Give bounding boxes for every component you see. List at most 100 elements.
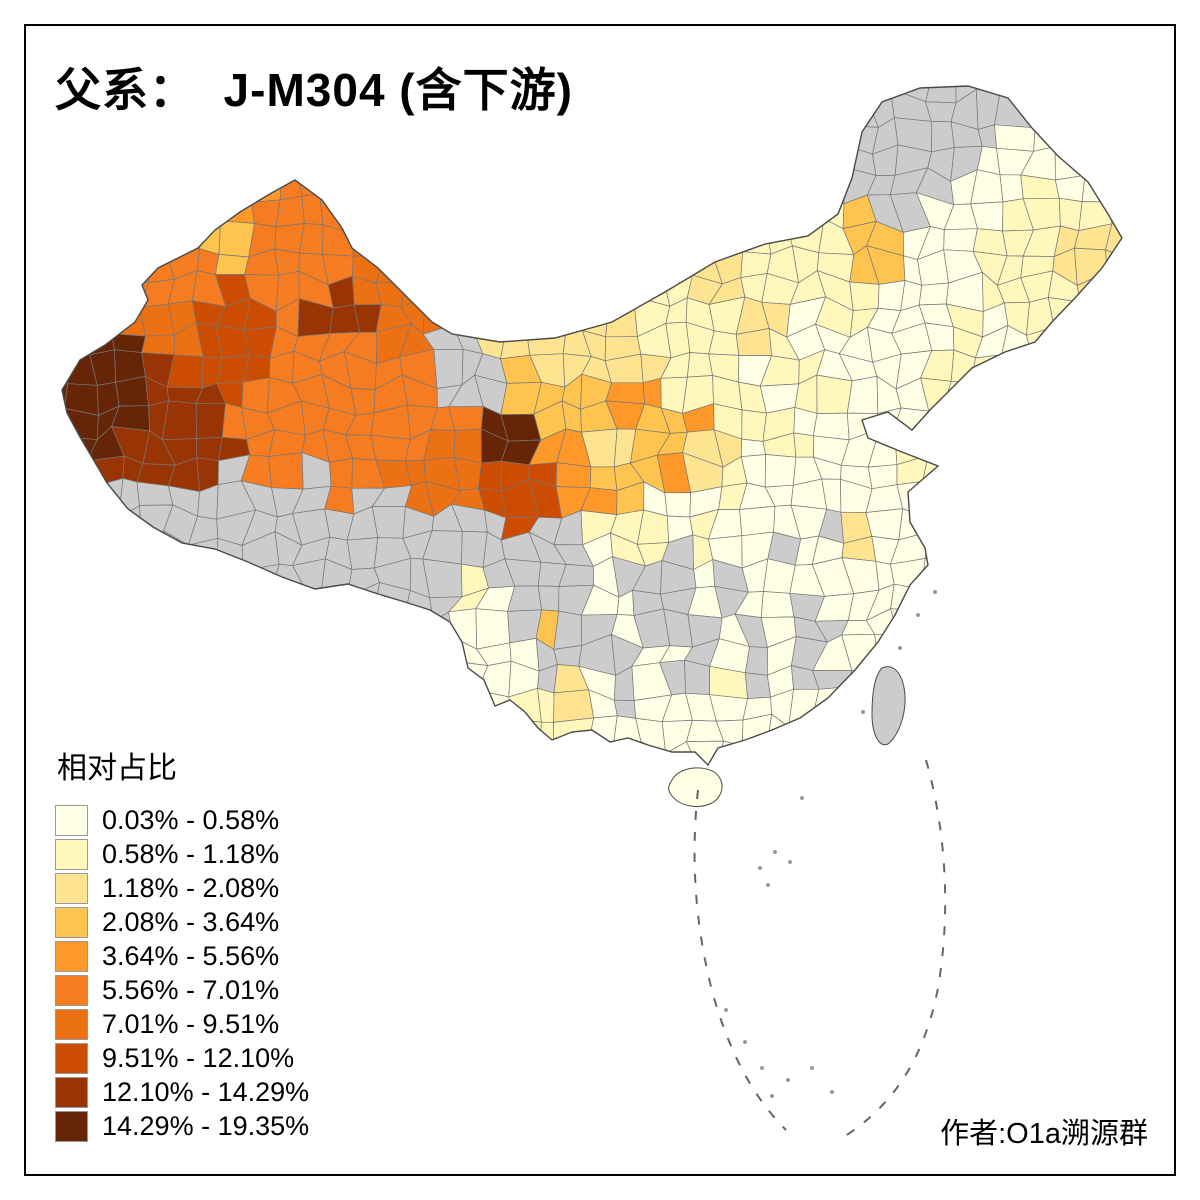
prefecture-cell [1049,743,1073,765]
prefecture-cell [188,123,223,151]
prefecture-cell [639,168,669,209]
prefecture-cell [111,617,141,648]
prefecture-cell [950,430,983,466]
prefecture-cell [1027,90,1061,129]
prefecture-cell [246,615,277,647]
prefecture-cell [995,385,1027,409]
prefecture-cell [611,770,645,801]
prefecture-cell [630,141,664,181]
prefecture-cell [1024,430,1056,464]
prefecture-cell [1128,380,1164,415]
prefecture-cell [378,713,400,755]
prefecture-cell [581,770,612,801]
prefecture-cell [637,251,664,282]
island-dot [766,883,770,887]
prefecture-cell [877,280,906,311]
prefecture-cell [88,217,118,252]
prefecture-cell [682,113,719,156]
prefecture-cell [62,428,65,466]
legend-swatch [55,1110,88,1142]
prefecture-cell [136,481,174,506]
prefecture-cell [62,661,99,690]
south-china-sea-boundary [693,759,947,1139]
prefecture-cell [344,767,371,798]
prefecture-cell [562,775,592,802]
prefecture-cell [1053,96,1083,129]
prefecture-cell [423,720,458,741]
prefecture-cell [1027,612,1057,648]
prefecture-cell [1020,636,1056,669]
prefecture-cell [119,147,140,177]
prefecture-cell [558,114,592,153]
prefecture-cell [812,125,848,148]
island-dot [773,850,777,854]
prefecture-cell [161,400,197,441]
prefecture-cell [1131,713,1163,743]
prefecture-cell [87,477,124,520]
prefecture-cell [898,796,922,830]
prefecture-cell [841,791,867,828]
prefecture-cell [763,794,801,832]
prefecture-cell [565,790,590,828]
prefecture-cell [33,507,61,538]
prefecture-cell [1027,86,1055,103]
prefecture-cell [1054,174,1086,202]
prefecture-cell [1077,382,1112,408]
prefecture-cell [1103,774,1136,798]
prefecture-cell [162,695,204,727]
legend-label: 14.29% - 19.35% [102,1110,310,1141]
prefecture-cell [659,141,693,181]
prefecture-cell [62,452,73,490]
prefecture-cell [454,197,488,230]
prefecture-cell [1021,402,1056,436]
prefecture-cell [659,113,699,146]
island-dot [800,796,804,800]
island-dot [760,1066,764,1070]
prefecture-cell [220,645,248,674]
prefecture-cell [843,764,875,765]
prefecture-cell [612,167,642,205]
prefecture-cell [1074,86,1110,98]
prefecture-cell [744,646,768,676]
prefecture-cell [553,644,583,667]
prefecture-cell [971,794,1008,827]
prefecture-cell [928,512,953,546]
prefecture-cell [633,769,671,799]
prefecture-cell [586,276,610,305]
prefecture-cell [62,558,64,598]
prefecture-cell [1023,508,1055,544]
prefecture-cell [1110,585,1122,613]
legend-row: 14.29% - 19.35% [55,1109,309,1143]
prefecture-cell [1097,662,1122,691]
prefecture-cell [1072,326,1102,362]
prefecture-cell [396,128,438,154]
prefecture-cell [293,669,328,700]
legend-swatch [55,838,88,870]
prefecture-cell [92,565,125,594]
prefecture-cell [482,718,516,745]
prefecture-cell [375,219,409,258]
prefecture-cell [400,634,430,673]
prefecture-cell [1022,531,1059,572]
prefecture-cell [1072,301,1104,336]
prefecture-cell [141,530,169,568]
prefecture-cell [952,480,984,514]
prefecture-cell [970,584,1008,615]
prefecture-cell [93,634,125,676]
prefecture-cell [816,374,853,414]
prefecture-cell [891,777,929,799]
prefecture-cell [630,194,669,231]
prefecture-cell [994,741,1033,765]
prefecture-cell [920,714,946,744]
prefecture-cell [1125,67,1164,96]
prefecture-cell [451,795,487,826]
prefecture-cell [553,610,583,650]
prefecture-cell [425,660,455,697]
prefecture-cell [1127,439,1163,456]
prefecture-cell [37,671,61,701]
prefecture-cell [580,203,620,234]
prefecture-cell [682,144,715,180]
prefecture-cell [244,144,282,181]
prefecture-cell [893,426,929,466]
prefecture-cell [918,282,949,306]
